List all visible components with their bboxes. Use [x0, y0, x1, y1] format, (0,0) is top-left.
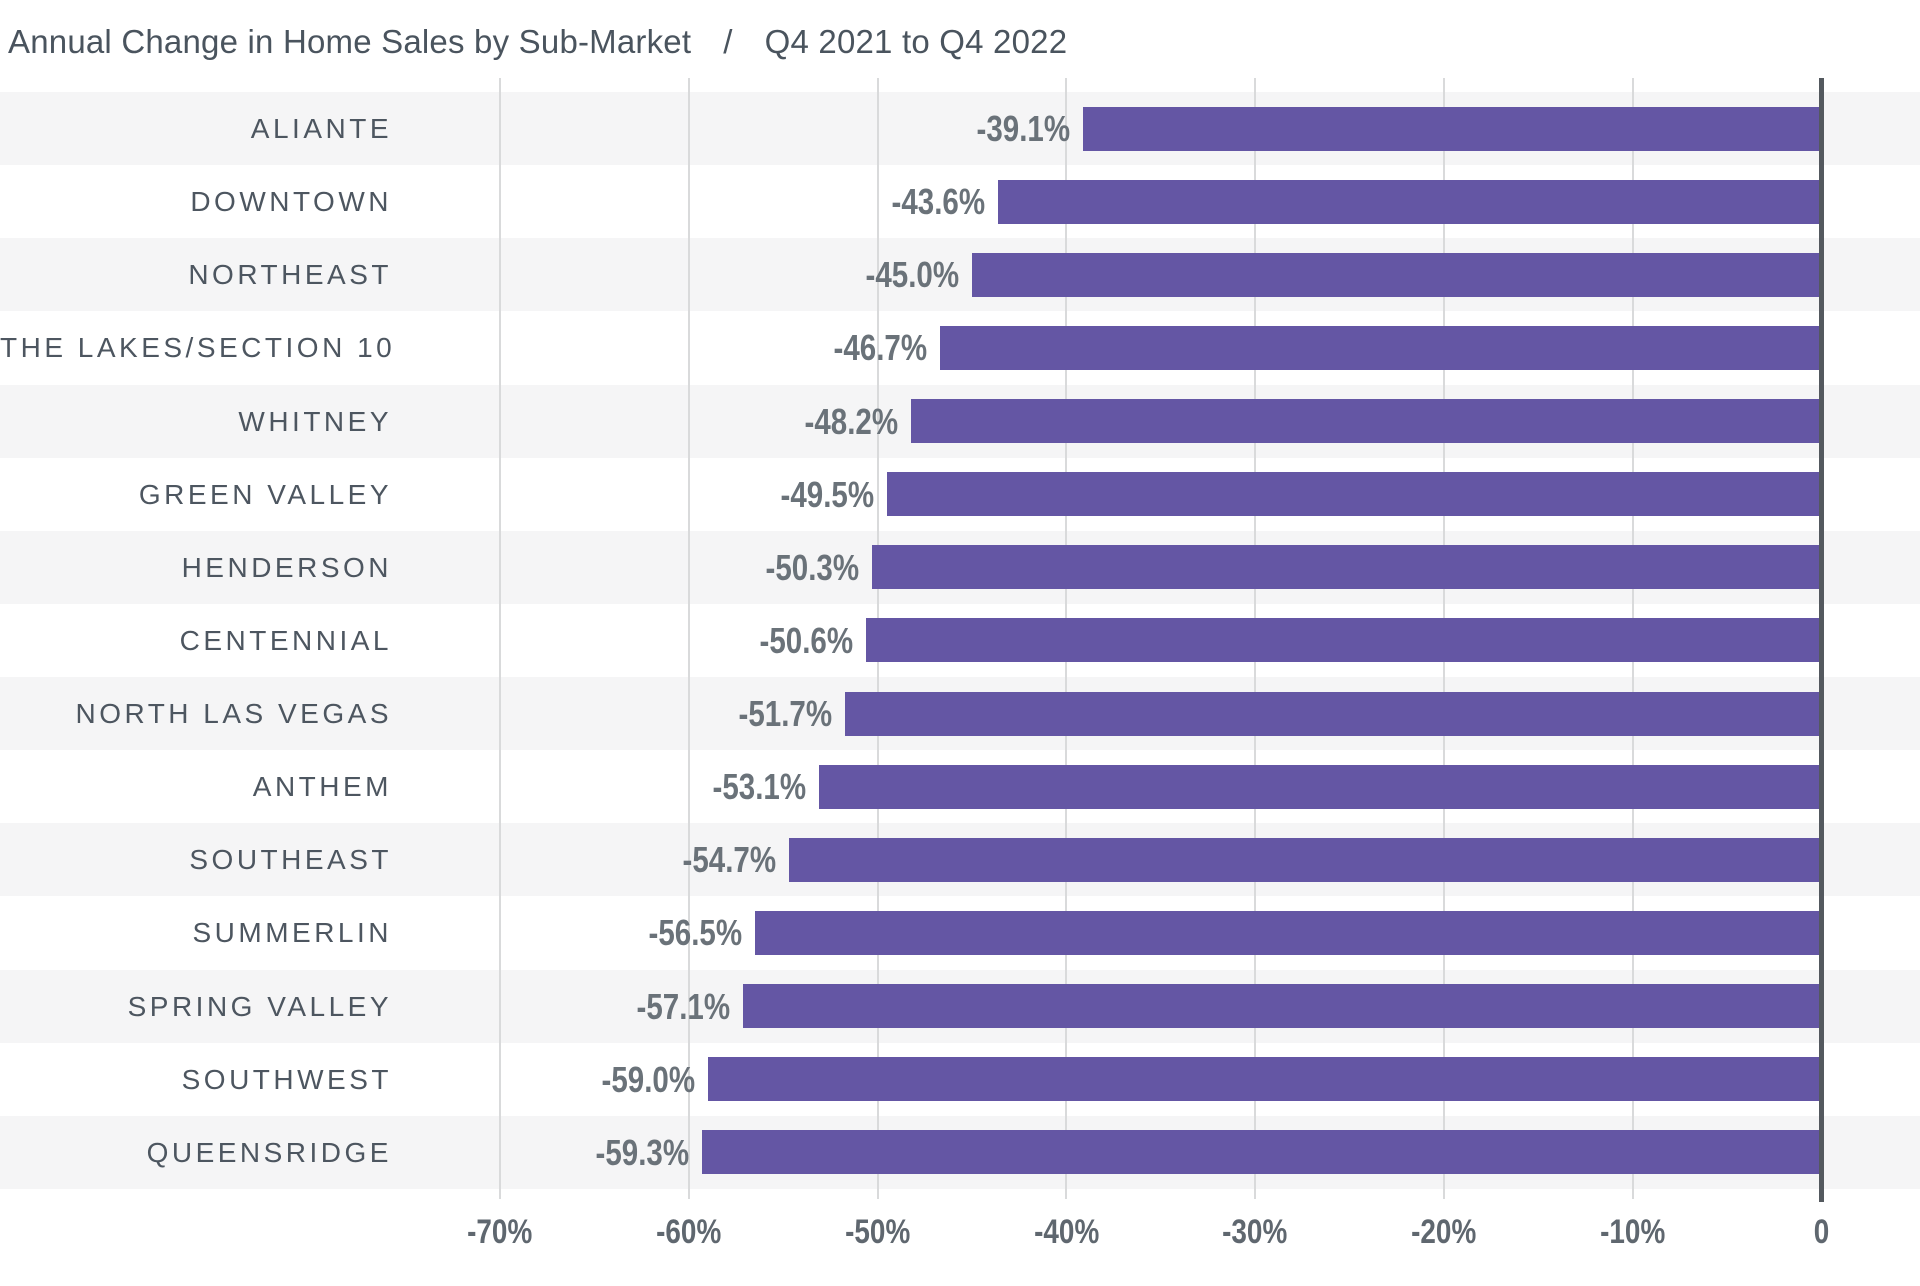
chart-title-main: Annual Change in Home Sales by Sub-Marke… — [8, 23, 692, 60]
x-axis-tick-label: -60% — [589, 1213, 789, 1252]
bar — [845, 691, 1819, 736]
value-label: -43.6% — [871, 165, 986, 238]
category-label: QUEENSRIDGE — [146, 1136, 392, 1168]
category-label: SOUTHWEST — [181, 1063, 392, 1095]
category-label: CENTENNIAL — [179, 624, 392, 656]
value-label: -51.7% — [718, 677, 833, 750]
value-label-text: -45.0% — [865, 254, 959, 296]
x-axis-tick-label: -70% — [400, 1213, 600, 1252]
bar — [701, 1130, 1819, 1175]
x-axis-tick-label-text: -20% — [1411, 1213, 1477, 1251]
value-label: -50.6% — [739, 604, 854, 677]
x-axis-tick-label-text: -40% — [1033, 1213, 1099, 1251]
bar — [818, 764, 1819, 809]
value-label-text: -57.1% — [636, 985, 731, 1027]
bar — [971, 252, 1819, 297]
category-label: WHITNEY — [238, 405, 392, 437]
x-axis-tick-label: -50% — [778, 1213, 978, 1252]
value-label: -53.1% — [692, 750, 806, 823]
value-label-text: -56.5% — [648, 912, 742, 954]
category-label: ALIANTE — [250, 113, 392, 144]
category-label: HENDERSON — [181, 551, 392, 583]
value-label-text: -43.6% — [891, 181, 986, 223]
value-label: -48.2% — [784, 385, 899, 458]
category-label: ANTHEM — [252, 771, 392, 803]
x-axis-tick-label-text: -60% — [656, 1213, 722, 1251]
value-label-text: -54.7% — [682, 839, 776, 881]
bar — [998, 179, 1819, 224]
category-label: NORTHEAST — [188, 259, 392, 291]
value-label-text: -59.3% — [595, 1131, 689, 1173]
value-label: -56.5% — [628, 896, 742, 969]
value-label: -54.7% — [662, 823, 776, 896]
value-label: -39.1% — [956, 92, 1071, 165]
zero-axis-line — [1819, 78, 1824, 1202]
x-axis-tick-label: -30% — [1155, 1213, 1355, 1252]
bar — [866, 618, 1819, 663]
bar — [707, 1057, 1819, 1102]
x-axis-tick-label: -20% — [1344, 1213, 1544, 1252]
value-label-text: -48.2% — [804, 400, 899, 442]
value-label: -49.5% — [760, 458, 874, 531]
bar — [743, 984, 1819, 1029]
value-label-text: -46.7% — [833, 327, 927, 369]
x-axis-tick-label: -10% — [1533, 1213, 1733, 1252]
chart-title: Annual Change in Home Sales by Sub-Marke… — [8, 18, 1067, 66]
bar — [788, 837, 1819, 882]
bar — [754, 910, 1819, 955]
gridline — [498, 78, 501, 1199]
x-axis-tick-label: 0 — [1722, 1213, 1920, 1252]
value-label-text: -50.3% — [765, 546, 859, 588]
value-label: -59.0% — [581, 1043, 695, 1116]
value-label-text: -53.1% — [712, 766, 806, 808]
category-label: SOUTHEAST — [189, 844, 392, 876]
chart-title-separator: / — [723, 23, 733, 60]
bar — [886, 472, 1819, 517]
category-label: SPRING VALLEY — [127, 990, 392, 1022]
category-label: NORTH LAS VEGAS — [75, 698, 392, 730]
value-label-text: -51.7% — [738, 693, 833, 735]
x-axis-tick-label-text: -10% — [1600, 1213, 1666, 1251]
category-label: GREEN VALLEY — [138, 478, 392, 510]
value-label: -45.0% — [845, 238, 959, 311]
bar — [871, 545, 1819, 590]
category-label: THE LAKES/SECTION 10 — [0, 332, 396, 364]
category-label: DOWNTOWN — [190, 186, 392, 218]
value-label-text: -49.5% — [780, 473, 874, 515]
chart-title-period: Q4 2021 to Q4 2022 — [764, 23, 1068, 60]
x-axis-tick-label-text: -50% — [844, 1213, 911, 1251]
value-label: -50.3% — [745, 531, 859, 604]
x-axis-tick-label-text: 0 — [1813, 1213, 1830, 1251]
value-label: -59.3% — [575, 1116, 689, 1189]
value-label-text: -59.0% — [601, 1058, 695, 1100]
bar — [911, 399, 1819, 444]
value-label: -57.1% — [616, 970, 731, 1043]
value-label-text: -39.1% — [976, 108, 1071, 149]
bar — [939, 325, 1819, 370]
category-label: SUMMERLIN — [192, 917, 392, 949]
gridline — [687, 78, 690, 1199]
x-axis-tick-label-text: -30% — [1222, 1213, 1288, 1251]
bar — [1083, 106, 1819, 151]
value-label: -46.7% — [813, 311, 927, 384]
x-axis-tick-label: -40% — [966, 1213, 1166, 1252]
x-axis-tick-label-text: -70% — [467, 1213, 533, 1251]
value-label-text: -50.6% — [759, 619, 854, 661]
